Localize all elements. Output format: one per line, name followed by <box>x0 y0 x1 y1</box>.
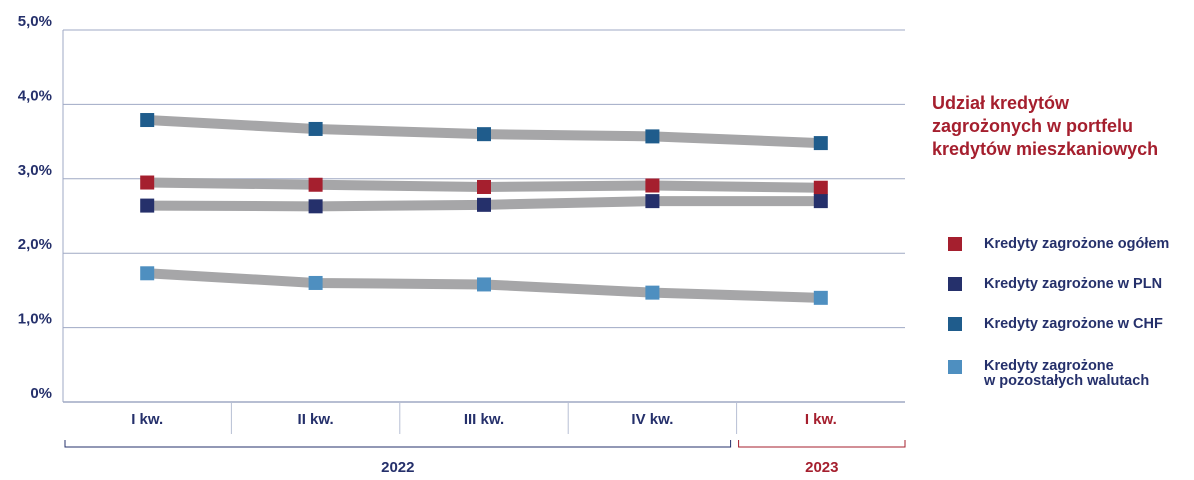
y-tick-label: 0% <box>30 385 52 402</box>
legend-item-chf: Kredyty zagrożone w CHF <box>948 316 1184 332</box>
data-point <box>645 194 660 209</box>
data-point <box>813 180 828 195</box>
chart-title: Udział kredytów zagrożonych w portfelu k… <box>932 93 1159 159</box>
y-tick-label: 4,0% <box>18 87 52 104</box>
data-point <box>477 197 491 212</box>
legend-swatch-chf <box>948 317 962 331</box>
data-point <box>140 198 155 213</box>
legend-swatch-pln <box>948 277 962 291</box>
data-point <box>140 113 155 128</box>
legend-label-other: Kredyty zagrożone w pozostałych walutach <box>984 358 1150 389</box>
data-point <box>308 275 323 290</box>
y-tick-label: 5,0% <box>18 13 52 30</box>
year-label: 2023 <box>805 459 838 476</box>
data-point <box>645 285 660 300</box>
year-bracket <box>64 440 732 448</box>
data-point <box>308 121 323 136</box>
legend-swatch-total <box>948 237 962 251</box>
data-point <box>140 175 155 190</box>
data-point <box>308 199 323 214</box>
data-point <box>477 277 491 292</box>
legend-label-chf: Kredyty zagrożone w CHF <box>984 316 1163 332</box>
data-point <box>645 178 660 193</box>
year-bracket <box>738 440 906 448</box>
data-point <box>813 136 828 151</box>
data-point <box>477 127 491 142</box>
y-tick-label: 3,0% <box>18 162 52 179</box>
legend-swatch-other <box>948 360 962 374</box>
y-tick-label: 2,0% <box>18 236 52 253</box>
legend-item-total: Kredyty zagrożone ogółem <box>948 236 1184 252</box>
data-point <box>813 194 828 209</box>
x-tick-label: III kw. <box>464 411 504 428</box>
legend-item-other: Kredyty zagrożone w pozostałych walutach <box>948 359 1184 389</box>
legend-label-pln: Kredyty zagrożone w PLN <box>984 276 1163 292</box>
x-tick-label: IV kw. <box>631 411 673 428</box>
data-point <box>813 290 828 305</box>
data-point <box>140 266 155 281</box>
x-tick-label: I kw. <box>805 411 837 428</box>
data-point <box>477 179 491 194</box>
x-tick-label: I kw. <box>131 411 163 428</box>
data-point <box>308 177 323 192</box>
y-tick-label: 1,0% <box>18 311 52 328</box>
legend-item-pln: Kredyty zagrożone w PLN <box>948 276 1184 292</box>
data-point <box>645 129 660 144</box>
x-tick-label: II kw. <box>298 411 334 428</box>
year-label: 2022 <box>381 459 414 476</box>
legend-label-total: Kredyty zagrożone ogółem <box>984 236 1170 252</box>
